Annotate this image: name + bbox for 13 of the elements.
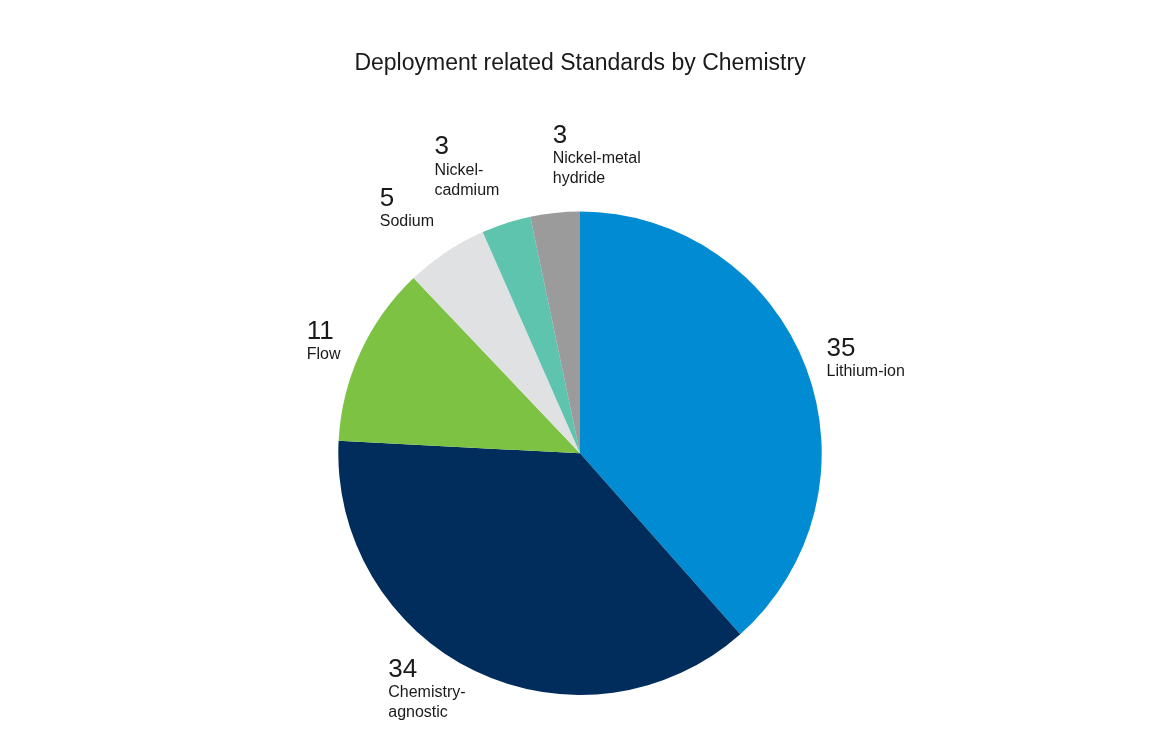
slice-label: Nickel-cadmium bbox=[434, 160, 500, 198]
data-label: 3 bbox=[552, 119, 568, 150]
data-label: 35 bbox=[826, 331, 856, 362]
data-label: 11 bbox=[306, 315, 334, 346]
data-label: 5 bbox=[379, 181, 395, 212]
slice-label: Chemistry-agnostic bbox=[388, 683, 466, 721]
slice-label: Sodium bbox=[379, 212, 434, 230]
chart-title: Deployment related Standards by Chemistry bbox=[354, 49, 807, 76]
slice-label: Lithium-ion bbox=[826, 362, 905, 380]
slice-label: Nickel-metal hydride bbox=[552, 149, 641, 187]
data-label: 3 bbox=[434, 130, 449, 161]
slice-label: Flow bbox=[306, 345, 341, 363]
data-label: 34 bbox=[388, 653, 418, 684]
